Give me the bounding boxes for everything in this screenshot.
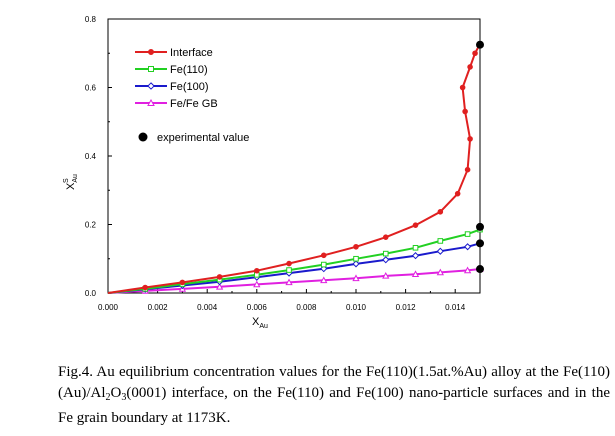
data-point <box>147 82 155 90</box>
series-layer <box>107 40 484 294</box>
series-experimental <box>476 40 484 274</box>
data-point <box>437 238 444 244</box>
data-point <box>382 234 389 240</box>
data-point <box>148 49 154 55</box>
svg-text:XAuS: XAuS <box>63 174 79 190</box>
x-tick-label: 0.014 <box>445 303 466 312</box>
data-point <box>353 255 359 262</box>
data-point <box>382 250 389 257</box>
legend-entry: Fe(110) <box>135 64 208 76</box>
x-tick-label: 0.002 <box>148 303 169 312</box>
tick-labels: 0.000 0.002 0.004 0.006 0.008 0.010 0.012 0.014… <box>85 15 466 312</box>
legend-entry: Fe/Fe GB <box>135 98 218 110</box>
data-point <box>436 247 444 255</box>
x-axis-label: XAu <box>252 316 268 330</box>
data-point <box>179 279 186 286</box>
data-point <box>216 274 223 280</box>
data-point <box>436 268 444 276</box>
data-point <box>412 244 419 251</box>
data-point <box>437 209 444 215</box>
data-point <box>352 260 360 268</box>
data-point <box>253 267 260 274</box>
series-fe-110- <box>107 226 483 294</box>
data-point <box>148 66 154 72</box>
data-point <box>352 274 360 282</box>
data-point <box>411 270 420 277</box>
data-point <box>382 272 390 279</box>
data-point <box>286 260 292 267</box>
axis-ticks <box>107 18 456 294</box>
data-point <box>320 276 328 284</box>
figure-caption: Fig.4. Au equilibrium concentration valu… <box>58 364 610 426</box>
x-tick-label: 0.006 <box>247 303 268 312</box>
data-point <box>382 256 390 264</box>
data-point <box>459 84 466 91</box>
legend-entry: experimental value <box>138 132 249 144</box>
y-tick-label: 0.4 <box>85 152 97 161</box>
experimental-point <box>476 239 484 248</box>
legend-label: Fe(100) <box>170 81 209 93</box>
data-point <box>147 98 155 106</box>
x-tick-label: 0.008 <box>296 303 317 312</box>
data-point <box>412 222 419 228</box>
experimental-point <box>476 40 484 49</box>
x-tick-label: 0.010 <box>346 303 367 312</box>
legend-label: Fe/Fe GB <box>170 98 218 110</box>
data-point <box>463 266 472 274</box>
plot-frame <box>107 18 481 294</box>
experimental-point <box>476 265 484 274</box>
data-point <box>467 64 473 70</box>
data-point <box>454 190 461 197</box>
legend-entry: Fe(100) <box>135 81 209 93</box>
data-point <box>462 108 468 115</box>
data-point <box>463 243 472 251</box>
data-point <box>320 261 327 268</box>
y-tick-label: 0.6 <box>85 84 97 93</box>
series-fe-fe-gb <box>107 265 484 294</box>
data-point <box>253 280 261 288</box>
data-point <box>411 252 420 260</box>
chart: 0.000 0.002 0.004 0.006 0.008 0.010 0.012 0.014… <box>63 15 484 330</box>
data-point <box>142 284 148 291</box>
data-point <box>467 136 473 142</box>
legend-entry: Interface <box>135 47 213 59</box>
legend-label: Interface <box>170 47 213 59</box>
y-axis-label: XAuS <box>63 174 79 190</box>
experimental-point <box>476 222 484 231</box>
series-interface <box>107 41 483 294</box>
y-tick-label: 0.0 <box>85 289 97 298</box>
y-tick-label: 0.8 <box>85 15 97 24</box>
data-point <box>286 267 292 273</box>
legend-swatch-dot <box>138 132 148 142</box>
x-tick-label: 0.004 <box>197 303 218 312</box>
x-tick-label: 0.000 <box>98 303 119 312</box>
data-point <box>320 252 327 259</box>
legend: Interface Fe(110) Fe(100) Fe/Fe GB experimen… <box>135 47 249 144</box>
data-point <box>353 243 359 250</box>
legend-label: experimental value <box>157 132 249 144</box>
y-tick-label: 0.2 <box>85 221 97 230</box>
data-point <box>464 231 471 237</box>
data-point <box>215 282 224 290</box>
legend-label: Fe(110) <box>170 64 208 76</box>
data-point <box>464 166 471 173</box>
x-tick-label: 0.012 <box>396 303 417 312</box>
series-line <box>107 43 481 294</box>
data-point <box>285 278 293 286</box>
data-point <box>472 50 478 57</box>
